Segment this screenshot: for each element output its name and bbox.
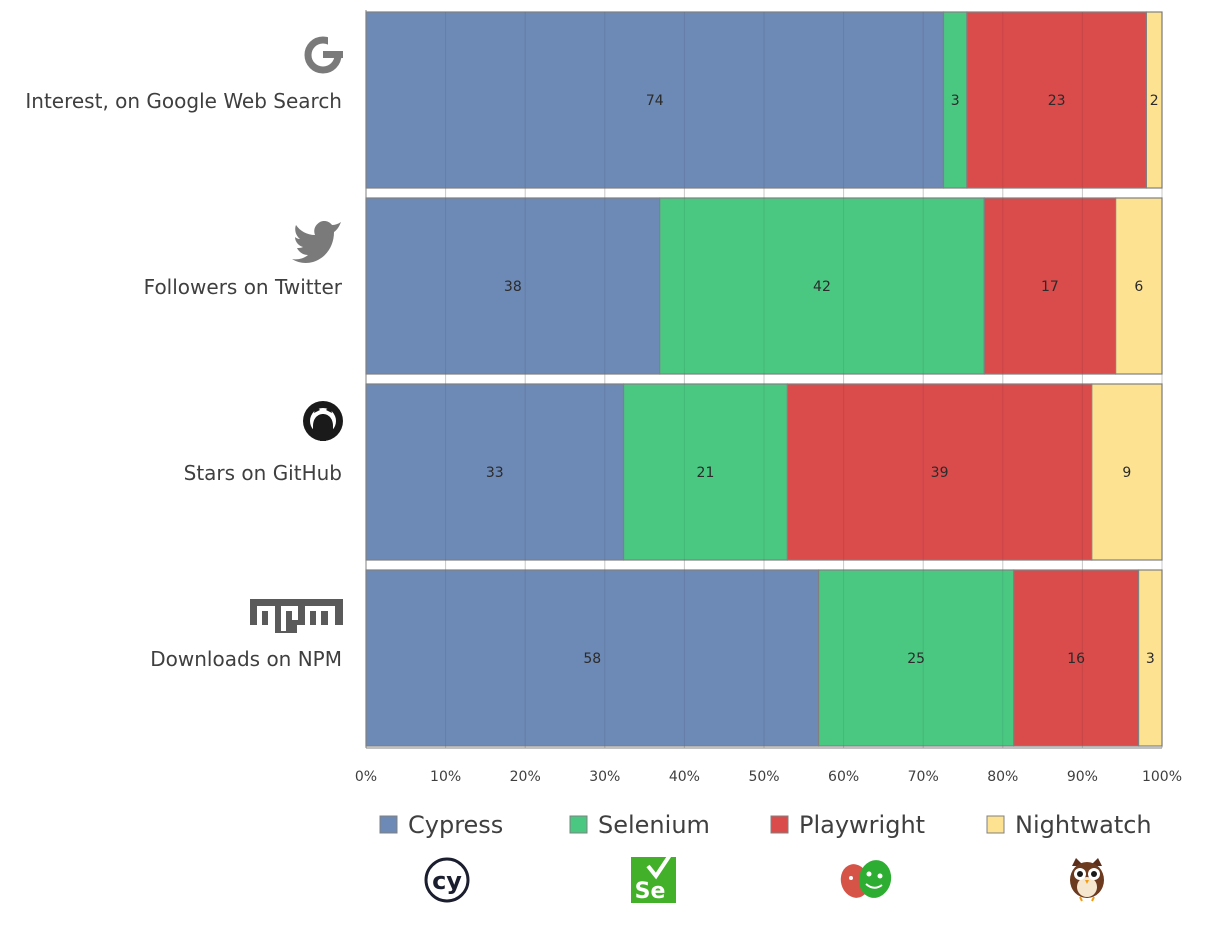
legend: Cypress Selenium Playwright Nightwatch (379, 811, 1152, 839)
x-tick-label: 90% (1067, 769, 1098, 785)
npm-icon (250, 599, 343, 633)
data-label: 42 (813, 279, 831, 295)
data-label: 3 (951, 93, 960, 109)
x-tick-label: 0% (355, 769, 377, 785)
x-tick-label: 80% (987, 769, 1018, 785)
data-label: 33 (486, 465, 504, 481)
legend-swatch (379, 815, 398, 834)
x-tick-label: 60% (828, 769, 859, 785)
selenium-icon: Se (631, 850, 676, 904)
bar-segment (786, 383, 1093, 561)
data-label: 3 (1146, 651, 1155, 667)
category-labels: Interest, on Google Web Search Followers … (25, 89, 342, 671)
category-label: Followers on Twitter (144, 275, 343, 299)
bar-segment (1091, 383, 1163, 561)
playwright-icon (840, 860, 892, 898)
bar-segment (365, 383, 625, 561)
cypress-icon: cy (424, 857, 470, 903)
data-labels: 74 3 23 2 38 42 17 6 33 21 39 9 58 25 16 3 (486, 93, 1159, 667)
bar-segment (365, 11, 945, 189)
nightwatch-icon (1070, 858, 1104, 902)
github-icon (303, 401, 343, 441)
data-label: 21 (697, 465, 715, 481)
bar-segment (1137, 569, 1163, 747)
category-label: Stars on GitHub (184, 461, 342, 485)
x-tick-label: 10% (430, 769, 461, 785)
bar-segment (1145, 11, 1163, 189)
legend-swatch (986, 815, 1005, 834)
data-label: 25 (907, 651, 925, 667)
data-label: 39 (931, 465, 949, 481)
x-tick-label: 70% (908, 769, 939, 785)
bar-segment (365, 569, 820, 747)
legend-label: Cypress (408, 811, 503, 839)
legend-swatch (770, 815, 789, 834)
svg-text:Se: Se (635, 879, 666, 904)
bar-segment (659, 197, 985, 375)
bar-segment (1115, 197, 1163, 375)
legend-label: Playwright (799, 811, 925, 839)
google-icon (304, 36, 344, 74)
x-axis-ticks: 0% 10% 20% 30% 40% 50% 60% 70% 80% 90% 100% (355, 769, 1182, 785)
legend-swatch (569, 815, 588, 834)
category-label: Interest, on Google Web Search (25, 89, 342, 113)
x-tick-label: 40% (669, 769, 700, 785)
x-tick-label: 50% (748, 769, 779, 785)
data-label: 38 (504, 279, 522, 295)
bar-segment (622, 383, 789, 561)
data-label: 6 (1134, 279, 1143, 295)
legend-label: Selenium (598, 811, 710, 839)
twitter-icon (292, 221, 341, 263)
x-tick-label: 30% (589, 769, 620, 785)
bars (365, 11, 1163, 747)
legend-label: Nightwatch (1015, 811, 1152, 839)
data-label: 74 (646, 93, 664, 109)
data-label: 17 (1041, 279, 1059, 295)
bar-segment (1013, 569, 1140, 747)
data-label: 9 (1122, 465, 1131, 481)
data-label: 2 (1150, 93, 1159, 109)
data-label: 16 (1067, 651, 1085, 667)
data-label: 58 (583, 651, 601, 667)
svg-text:cy: cy (432, 867, 462, 895)
x-tick-label: 100% (1142, 769, 1182, 785)
x-tick-label: 20% (510, 769, 541, 785)
category-label: Downloads on NPM (150, 647, 342, 671)
data-label: 23 (1048, 93, 1066, 109)
